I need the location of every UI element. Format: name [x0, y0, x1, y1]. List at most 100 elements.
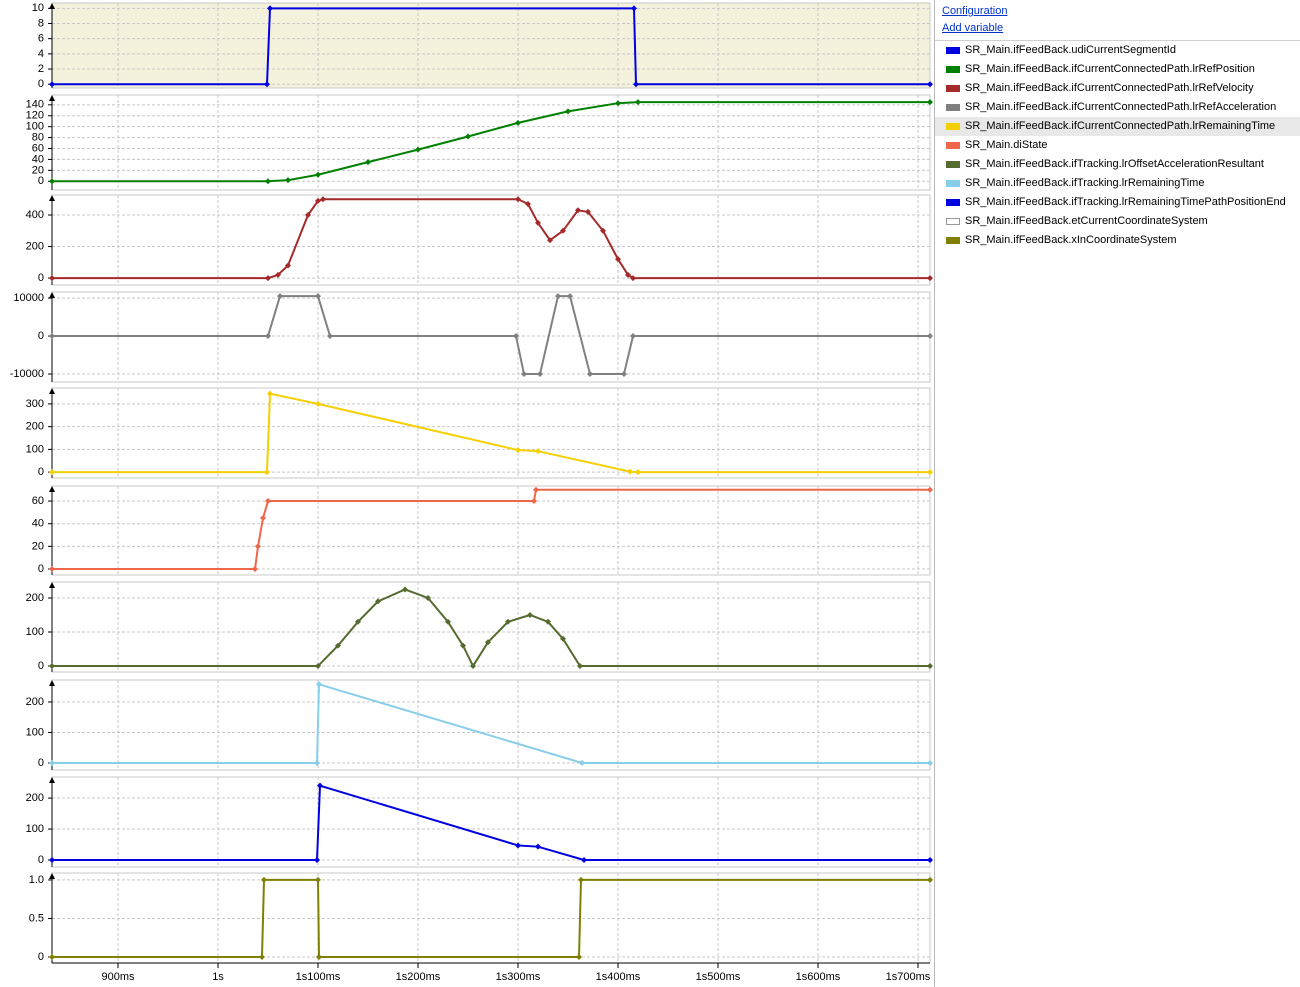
- point-marker: [545, 618, 551, 625]
- legend-item[interactable]: SR_Main.ifFeedBack.ifTracking.lrRemainin…: [935, 193, 1300, 212]
- point-marker: [49, 565, 55, 572]
- y-tick-label: 20: [32, 540, 44, 552]
- legend-label: SR_Main.ifFeedBack.ifTracking.lrRemainin…: [965, 177, 1205, 189]
- legend-item[interactable]: SR_Main.ifFeedBack.ifCurrentConnectedPat…: [935, 60, 1300, 79]
- point-marker: [314, 759, 320, 766]
- y-axis-arrow: [49, 582, 55, 588]
- y-tick-label: 40: [32, 153, 44, 165]
- y-axis-arrow: [49, 486, 55, 492]
- legend-label: SR_Main.ifFeedBack.ifCurrentConnectedPat…: [965, 101, 1277, 113]
- y-tick-label: -10000: [10, 368, 44, 380]
- point-marker: [415, 146, 421, 153]
- y-tick-label: 0: [38, 175, 44, 187]
- point-marker: [635, 99, 641, 106]
- chart-panel: 0 100 200: [26, 776, 931, 868]
- point-marker: [425, 594, 431, 601]
- legend-item[interactable]: SR_Main.ifFeedBack.ifTracking.lrRemainin…: [935, 174, 1300, 193]
- y-tick-label: 0: [38, 466, 44, 478]
- x-tick-label: 1s: [212, 971, 224, 983]
- legend-item[interactable]: SR_Main.ifFeedBack.etCurrentCoordinateSy…: [935, 212, 1300, 231]
- legend-item[interactable]: SR_Main.ifFeedBack.ifCurrentConnectedPat…: [935, 98, 1300, 117]
- point-marker: [555, 293, 561, 300]
- point-marker: [265, 498, 271, 505]
- configuration-link[interactable]: Configuration: [942, 5, 1008, 17]
- point-marker: [625, 271, 631, 278]
- legend-swatch: [946, 180, 960, 187]
- x-tick-label: 1s700ms: [886, 971, 931, 983]
- y-tick-label: 0: [38, 660, 44, 672]
- point-marker: [615, 100, 621, 107]
- legend-item[interactable]: SR_Main.ifFeedBack.ifTracking.lrOffsetAc…: [935, 155, 1300, 174]
- y-tick-label: 0: [38, 78, 44, 90]
- y-tick-label: 2: [38, 63, 44, 75]
- point-marker: [927, 99, 933, 106]
- chart-panel: 0 200 400: [26, 194, 931, 286]
- legend-label: SR_Main.ifFeedBack.etCurrentCoordinateSy…: [965, 215, 1208, 227]
- point-marker: [315, 171, 321, 178]
- point-marker: [577, 663, 583, 670]
- legend-swatch: [946, 218, 960, 225]
- y-tick-label: 0: [38, 563, 44, 575]
- point-marker: [267, 390, 273, 397]
- panel-background: [51, 679, 931, 771]
- legend-label: SR_Main.ifFeedBack.ifCurrentConnectedPat…: [965, 63, 1255, 75]
- point-marker: [630, 333, 636, 340]
- point-marker: [267, 5, 273, 12]
- point-marker: [537, 371, 543, 378]
- point-marker: [264, 469, 270, 476]
- x-tick-label: 1s600ms: [796, 971, 841, 983]
- legend-item[interactable]: SR_Main.ifFeedBack.ifCurrentConnectedPat…: [935, 117, 1300, 136]
- point-marker: [365, 159, 371, 166]
- x-tick-label: 900ms: [101, 971, 135, 983]
- y-tick-label: 0: [38, 272, 44, 284]
- point-marker: [615, 256, 621, 263]
- point-marker: [305, 212, 311, 219]
- y-axis-arrow: [49, 3, 55, 9]
- legend-label: SR_Main.ifFeedBack.ifTracking.lrRemainin…: [965, 196, 1286, 208]
- legend-item[interactable]: SR_Main.ifFeedBack.udiCurrentSegmentId: [935, 41, 1300, 60]
- y-axis-arrow: [49, 292, 55, 298]
- y-tick-label: 20: [32, 164, 44, 176]
- y-tick-label: 100: [26, 443, 44, 455]
- y-axis-arrow: [49, 95, 55, 101]
- point-marker: [259, 953, 265, 960]
- legend-swatch: [946, 66, 960, 73]
- chart-panel: 0 100 200 300: [26, 387, 931, 479]
- point-marker: [375, 598, 381, 605]
- y-axis-arrow: [49, 680, 55, 686]
- y-tick-label: 4: [38, 48, 44, 60]
- point-marker: [535, 219, 541, 226]
- point-marker: [315, 663, 321, 670]
- point-marker: [260, 515, 266, 522]
- y-tick-label: 100: [26, 823, 44, 835]
- legend-item[interactable]: SR_Main.diState: [935, 136, 1300, 155]
- panel-background: [51, 194, 931, 286]
- y-tick-label: 10000: [13, 292, 44, 304]
- point-marker: [927, 759, 933, 766]
- point-marker: [460, 642, 466, 649]
- legend-item[interactable]: SR_Main.ifFeedBack.xInCoordinateSystem: [935, 231, 1300, 250]
- point-marker: [560, 635, 566, 642]
- point-marker: [515, 196, 521, 203]
- point-marker: [49, 759, 55, 766]
- legend-label: SR_Main.ifFeedBack.ifTracking.lrOffsetAc…: [965, 158, 1264, 170]
- point-marker: [547, 237, 553, 244]
- point-marker: [527, 611, 533, 618]
- add-variable-link[interactable]: Add variable: [942, 22, 1004, 34]
- y-tick-label: 100: [26, 626, 44, 638]
- point-marker: [635, 469, 641, 476]
- legend-item[interactable]: SR_Main.ifFeedBack.ifCurrentConnectedPat…: [935, 79, 1300, 98]
- y-axis-arrow: [49, 195, 55, 201]
- point-marker: [49, 81, 55, 88]
- y-tick-label: 140: [26, 99, 44, 111]
- point-marker: [320, 196, 326, 203]
- point-marker: [927, 857, 933, 864]
- chart-panel: 0 2 4 6 8 10: [32, 2, 931, 90]
- point-marker: [317, 782, 323, 789]
- point-marker: [261, 876, 267, 883]
- legend-label: SR_Main.diState: [965, 139, 1048, 151]
- point-marker: [445, 618, 451, 625]
- x-tick-label: 1s500ms: [696, 971, 741, 983]
- point-marker: [578, 876, 584, 883]
